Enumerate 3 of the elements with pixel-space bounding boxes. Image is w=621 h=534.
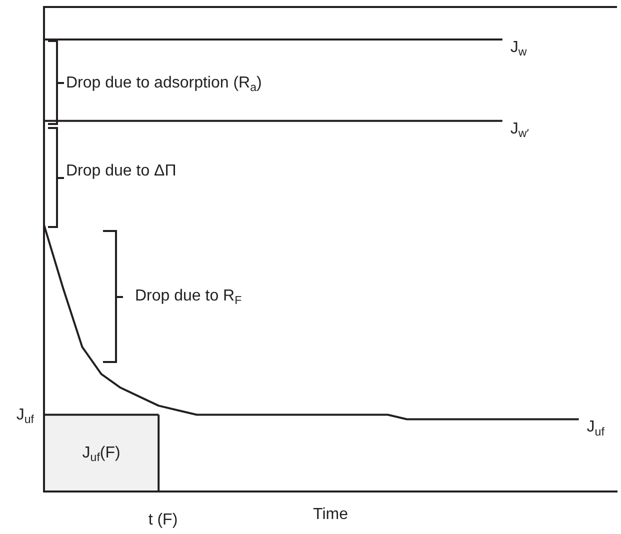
text: t (F): [148, 511, 178, 528]
annotation: Drop due to ΔΠ: [66, 162, 176, 180]
x-axis-title: Time: [313, 506, 348, 523]
